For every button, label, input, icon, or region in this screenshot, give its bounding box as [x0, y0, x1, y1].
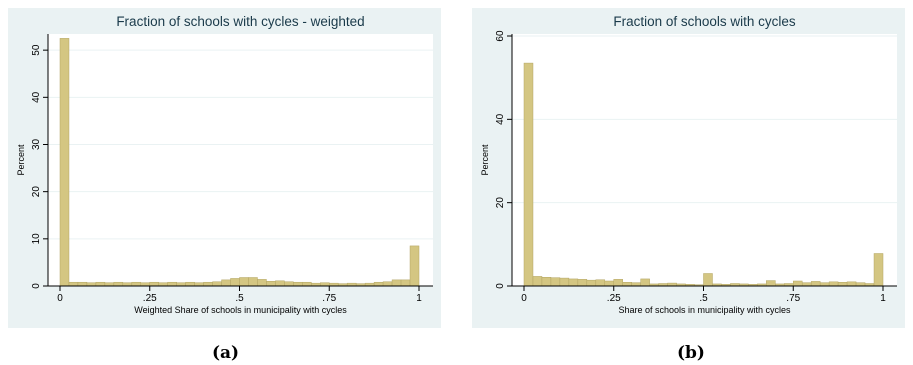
histogram-bar [793, 280, 803, 287]
histogram-bar [622, 282, 632, 287]
y-tick-label: 40 [495, 113, 506, 125]
histogram-bar [613, 279, 623, 287]
histogram-bar [409, 245, 420, 287]
histogram-bar [810, 281, 821, 287]
histogram-bar [766, 280, 776, 287]
chart-panel-b: 0 20 40 60 0 .25 .5 .75 1 Fraction of schools wit… [472, 8, 905, 328]
histogram-unweighted: 0 20 40 60 0 .25 .5 .75 1 Fraction of schools wit… [480, 14, 897, 315]
histogram-bar [541, 277, 552, 287]
y-tick-label: 20 [495, 197, 506, 209]
chart-panel-a: 0 10 20 30 40 50 0 .25 .5 .75 1 Fraction of schools… [8, 8, 441, 328]
x-tick-label: .25 [143, 293, 157, 304]
histogram-bar [373, 281, 384, 287]
histogram-bar [400, 279, 411, 287]
histogram-bar [68, 281, 79, 287]
y-tick-label: 30 [31, 138, 42, 150]
x-tick-label: .75 [786, 293, 800, 304]
histogram-bar [640, 278, 650, 287]
caption-a: (a) [212, 343, 240, 363]
histogram-weighted: 0 10 20 30 40 50 0 .25 .5 .75 1 Fraction of schools… [16, 14, 433, 315]
chart-title: Fraction of schools with cycles [613, 14, 796, 29]
histogram-bar [131, 281, 142, 287]
histogram-bar [302, 281, 312, 287]
x-tick-label: 0 [57, 293, 63, 304]
histogram-bar [550, 277, 561, 287]
plot-area [48, 34, 433, 286]
x-tick-label: .25 [607, 293, 621, 304]
x-tick-label: .75 [322, 293, 336, 304]
histogram-bar [275, 280, 285, 287]
histogram-bar [59, 38, 70, 287]
histogram-bar [293, 281, 303, 287]
histogram-bar [532, 276, 543, 287]
y-axis-label: Percent [16, 144, 26, 176]
histogram-bar [95, 281, 106, 287]
caption-b: (b) [677, 343, 705, 363]
histogram-bar [703, 273, 713, 287]
y-tick-label: 10 [31, 233, 42, 245]
y-axis-label: Percent [480, 144, 490, 176]
x-axis-label: Weighted Share of schools in municipalit… [134, 305, 347, 315]
histogram-bar [221, 279, 231, 287]
histogram-bar [284, 281, 294, 287]
y-tick-label: 0 [495, 283, 506, 289]
histogram-bar [77, 281, 88, 287]
histogram-bar [828, 281, 839, 287]
x-axis-label: Share of schools in municipality with cy… [618, 305, 791, 315]
histogram-bar [586, 279, 597, 287]
histogram-bar [212, 281, 222, 287]
x-tick-label: .5 [235, 293, 244, 304]
histogram-bar [559, 277, 570, 287]
plot-area [512, 34, 897, 286]
histogram-bar [577, 279, 588, 287]
histogram-bar [523, 62, 534, 287]
y-tick-label: 20 [31, 186, 42, 198]
histogram-bar [203, 281, 213, 287]
histogram-bar [149, 281, 159, 287]
histogram-bar [604, 280, 614, 287]
x-tick-label: .5 [699, 293, 708, 304]
histogram-bar [382, 281, 393, 287]
histogram-bar [167, 281, 177, 287]
histogram-bar [568, 278, 579, 287]
x-tick-label: 0 [521, 293, 527, 304]
histogram-bar [266, 281, 276, 287]
histogram-bar [230, 278, 240, 287]
histogram-bar [248, 277, 258, 287]
x-tick-label: 1 [416, 293, 422, 304]
histogram-bar [185, 281, 195, 287]
histogram-bar [873, 253, 884, 287]
y-tick-label: 40 [31, 91, 42, 103]
y-tick-label: 0 [31, 283, 42, 289]
x-tick-label: 1 [880, 293, 886, 304]
y-tick-label: 60 [495, 30, 506, 42]
histogram-bar [595, 279, 606, 287]
histogram-bar [837, 282, 848, 287]
histogram-bar [257, 279, 267, 287]
histogram-bar [846, 281, 857, 287]
histogram-bar [113, 281, 124, 287]
histogram-bar [391, 279, 402, 287]
y-tick-label: 50 [31, 44, 42, 56]
histogram-bar [239, 277, 249, 287]
chart-title: Fraction of schools with cycles - weight… [116, 14, 364, 29]
